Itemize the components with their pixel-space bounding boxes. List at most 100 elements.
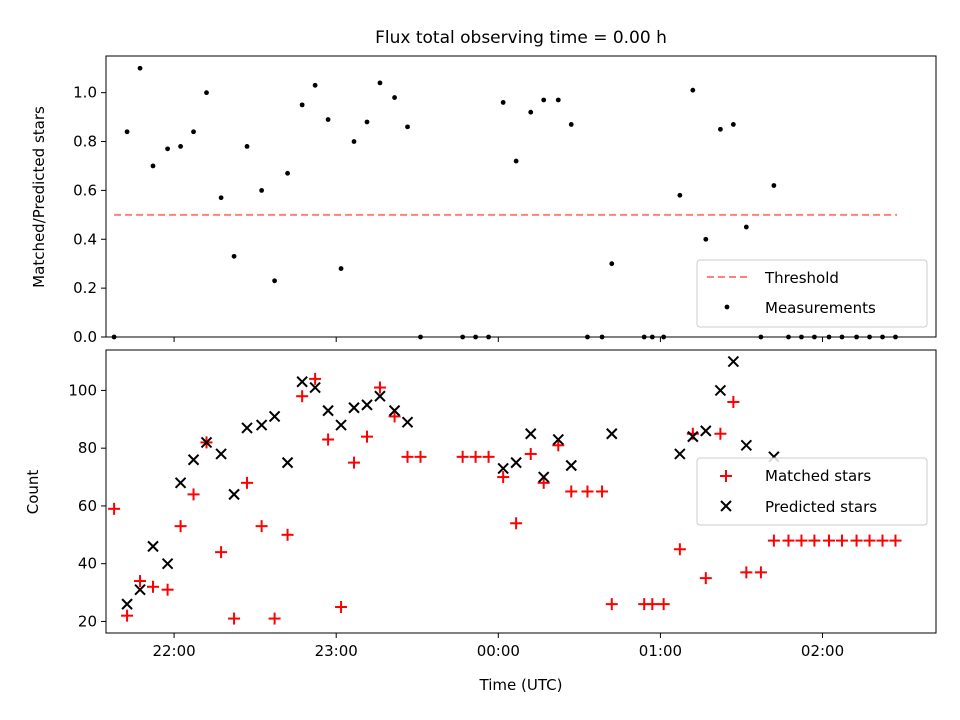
measurement-point (325, 117, 331, 122)
measurement-point (165, 146, 171, 152)
top-legend: Threshold Measurements (696, 259, 928, 328)
legend-matched-label: Matched stars (765, 467, 871, 485)
measurement-point (690, 87, 696, 93)
measurement-point (392, 95, 397, 100)
predicted-star-point (740, 439, 753, 452)
matched-star-point (754, 566, 767, 579)
matched-star-point (699, 572, 712, 585)
matched-star-point (469, 450, 482, 463)
x-tick-label: 02:00 (801, 642, 844, 660)
measurement-point (555, 97, 561, 103)
bottom-panel: 20 40 60 80 100 22:00 23:00 00:00 01:00 02:00 Co… (24, 349, 937, 694)
top-axes-frame (105, 55, 937, 338)
matched-star-point (388, 410, 401, 423)
matched-star-point (673, 543, 686, 556)
bottom-y-tick-label: 80 (78, 439, 97, 457)
measurement-point (771, 183, 777, 188)
predicted-star-point (388, 404, 401, 417)
measurement-point (124, 129, 130, 135)
measurement-point (259, 187, 265, 193)
matched-star-point (889, 534, 902, 547)
measurement-point (528, 109, 534, 115)
predicted-star-point (255, 419, 268, 431)
x-axis-label: Time (UTC) (479, 676, 563, 694)
top-y-tick-label: 0.8 (73, 133, 97, 151)
predicted-star-point (161, 557, 174, 570)
matched-star-point (228, 612, 241, 625)
top-y-tick-label: 0.0 (73, 328, 97, 346)
matched-star-point (309, 372, 322, 385)
predicted-star-point (174, 477, 187, 489)
top-panel: 0.0 0.2 0.4 0.6 0.8 1.0 Matched/Predicted sta… (30, 55, 937, 346)
matched-star-point (335, 601, 348, 614)
bottom-y-axis-label: Count (24, 470, 42, 515)
predicted-star-point (537, 471, 550, 483)
matched-star-point (537, 476, 550, 489)
matched-star-point (727, 395, 740, 408)
matched-star-point (482, 450, 495, 463)
measurement-point (272, 278, 277, 284)
matched-star-point (215, 546, 228, 559)
matched-star-point (850, 534, 863, 547)
measurement-point (677, 192, 683, 198)
matched-star-point (605, 598, 618, 611)
matched-star-point (714, 427, 727, 440)
measurement-point (568, 122, 574, 127)
x-tick-label: 01:00 (639, 642, 682, 660)
measurement-point (231, 253, 237, 259)
matched-star-point (360, 430, 373, 443)
matched-star-point (596, 485, 609, 498)
measurement-point (312, 82, 318, 88)
matched-star-point (241, 476, 254, 489)
matched-star-point (646, 598, 659, 611)
predicted-star-point (374, 390, 386, 402)
measurement-point (244, 144, 250, 149)
bottom-y-tick-label: 20 (78, 612, 97, 630)
predicted-star-point (268, 410, 281, 423)
predicted-star-point (714, 384, 727, 397)
predicted-star-point (228, 488, 240, 501)
matched-star-point (581, 485, 594, 498)
measurement-point (730, 122, 736, 127)
matched-star-point (255, 520, 268, 533)
matched-star-point (401, 450, 414, 463)
predicted-star-point (674, 448, 686, 460)
matched-star-point (373, 381, 386, 394)
matched-star-point (121, 609, 134, 622)
measurement-point (351, 139, 357, 144)
top-y-tick-label: 1.0 (73, 84, 97, 102)
predicted-star-point (552, 433, 564, 446)
matched-star-point (322, 433, 335, 446)
predicted-star-point (241, 422, 253, 434)
matched-star-point (510, 517, 523, 530)
measurement-point (204, 90, 209, 96)
matched-star-point (795, 534, 808, 547)
matched-star-point (876, 534, 889, 547)
legend-matched-swatch (720, 470, 732, 482)
top-y-tick-label: 0.2 (73, 279, 97, 297)
predicted-star-point (348, 402, 360, 414)
bottom-y-tick-label: 40 (78, 555, 97, 573)
measurement-point (178, 144, 183, 149)
measurement-point (137, 65, 143, 71)
matched-star-point (296, 390, 309, 403)
bottom-legend: Matched stars Predicted stars (696, 457, 928, 526)
bottom-y-tick-label: 100 (68, 381, 97, 399)
predicted-star-point (687, 430, 699, 443)
predicted-star-point (727, 355, 740, 368)
x-tick-label: 23:00 (315, 642, 358, 660)
matched-star-point (863, 534, 876, 547)
predicted-star-point (200, 436, 213, 449)
predicted-star-point (134, 583, 146, 596)
matched-star-point (108, 502, 121, 515)
predicted-star-point (335, 419, 347, 431)
measurement-point (364, 119, 370, 125)
matched-star-point (187, 488, 200, 501)
predicted-star-point (565, 459, 577, 472)
measurement-point (285, 170, 290, 176)
matched-star-point (497, 471, 510, 484)
measurement-point (299, 102, 305, 108)
top-y-tick-label: 0.4 (73, 230, 97, 248)
measurement-point (338, 266, 344, 271)
